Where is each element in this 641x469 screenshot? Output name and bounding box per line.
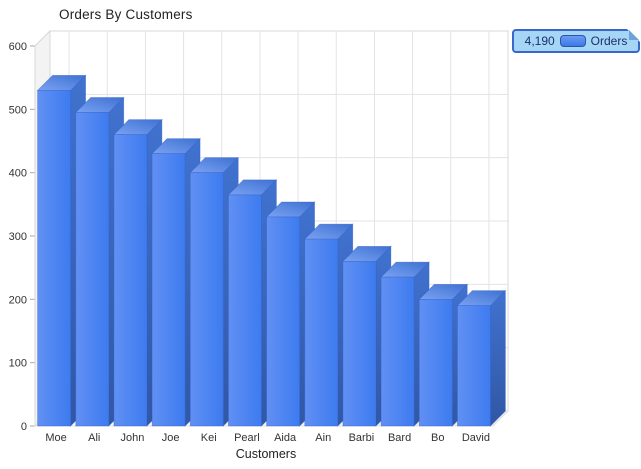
x-tick-label: Pearl xyxy=(234,432,260,444)
legend-total-value: 4,190 xyxy=(524,34,555,48)
y-tick-label: 300 xyxy=(9,231,27,243)
y-tick-label: 100 xyxy=(9,358,27,370)
legend-series-swatch-icon[interactable] xyxy=(559,35,586,47)
bar-front-face[interactable] xyxy=(342,260,377,427)
bar-front-face[interactable] xyxy=(457,305,491,427)
bar-front-face[interactable] xyxy=(418,298,453,427)
x-tick-label: Moe xyxy=(45,432,66,444)
x-tick-label: Ain xyxy=(315,432,331,444)
bar-david[interactable] xyxy=(456,289,507,427)
bar-front-face[interactable] xyxy=(266,216,300,427)
x-tick-label: Aida xyxy=(274,432,297,444)
bar-front-face[interactable] xyxy=(189,172,224,427)
y-tick-label: 400 xyxy=(9,168,27,180)
legend-series-label[interactable]: Orders xyxy=(590,34,628,48)
x-tick-label: John xyxy=(120,432,144,444)
x-tick-label: Kei xyxy=(201,432,217,444)
x-tick-label: David xyxy=(462,432,490,444)
y-tick-label: 500 xyxy=(9,104,27,116)
bar-front-face[interactable] xyxy=(380,276,415,427)
x-tick-label: Barbi xyxy=(349,432,375,444)
bar-front-face[interactable] xyxy=(37,89,71,427)
y-tick-label: 200 xyxy=(9,294,27,306)
y-tick-label: 600 xyxy=(9,41,27,53)
bar-front-face[interactable] xyxy=(228,194,262,427)
x-axis-title: Customers xyxy=(236,447,296,461)
bar-side-face[interactable] xyxy=(490,289,506,427)
y-tick-label: 0 xyxy=(21,421,27,433)
x-tick-label: Ali xyxy=(88,432,100,444)
x-tick-label: Bard xyxy=(388,432,411,444)
bar-front-face[interactable] xyxy=(75,112,110,427)
legend-fold-shade-icon xyxy=(629,30,639,40)
bar-front-face[interactable] xyxy=(304,238,339,427)
x-tick-label: Bo xyxy=(431,432,444,444)
bar-front-face[interactable] xyxy=(113,134,148,427)
bar-front-face[interactable] xyxy=(151,153,186,427)
x-tick-label: Joe xyxy=(162,432,180,444)
legend[interactable]: 4,190 Orders xyxy=(512,29,640,53)
chart-title: Orders By Customers xyxy=(59,7,193,22)
